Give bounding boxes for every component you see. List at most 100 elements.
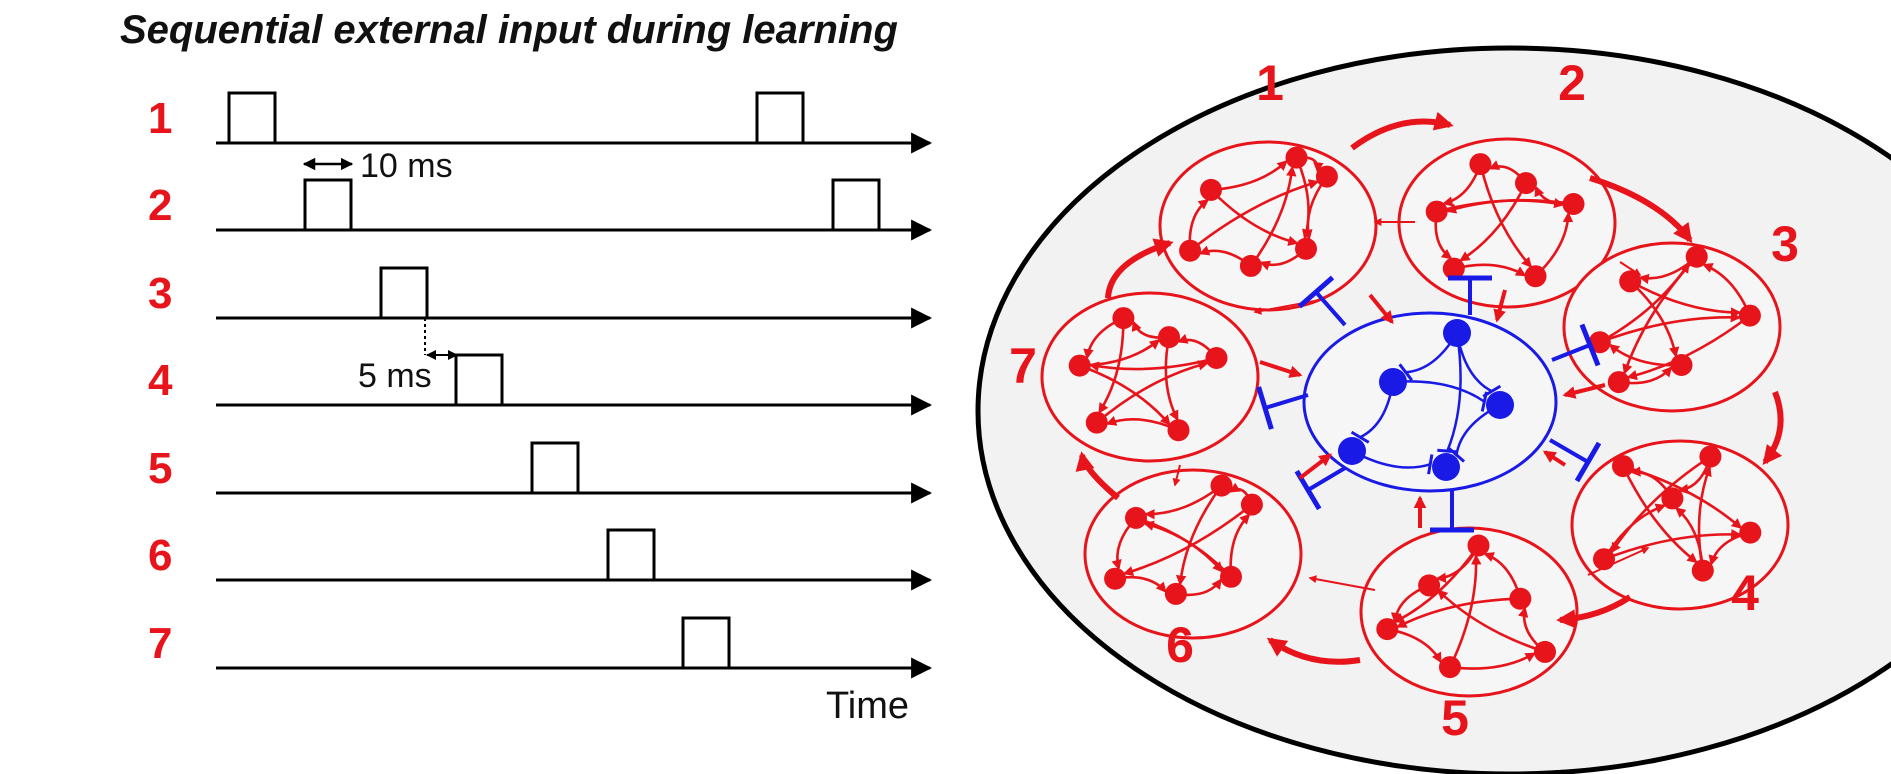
network-content: 1 2 3 4 5 6 7 xyxy=(1009,55,1799,746)
excitatory-synapse xyxy=(1448,554,1482,668)
cluster-boundary xyxy=(1040,291,1260,463)
excitatory-neuron xyxy=(1439,656,1461,679)
excitatory-neuron xyxy=(1158,326,1180,349)
row-label: 1 xyxy=(148,94,172,143)
excitatory-to-inhibitory-arrow xyxy=(1562,383,1606,399)
excitatory-neuron xyxy=(1125,506,1147,529)
excitatory-synapse xyxy=(1143,520,1232,578)
row-label: 7 xyxy=(148,619,172,668)
sequential-connection-arrow xyxy=(1556,594,1632,629)
excitatory-synapse xyxy=(1626,314,1751,381)
excitatory-neuron xyxy=(1469,153,1492,176)
row-label: 5 xyxy=(148,444,172,493)
excitatory-neuron xyxy=(1179,239,1202,262)
excitatory-neuron xyxy=(1685,245,1708,268)
excitatory-neuron xyxy=(1509,587,1532,610)
excitatory-neuron xyxy=(1085,411,1108,434)
weak-connection-arrow xyxy=(1308,575,1376,591)
excitatory-neuron xyxy=(1619,270,1642,293)
excitatory-neuron xyxy=(1607,371,1630,394)
excitatory-neuron xyxy=(1295,237,1317,260)
cluster-label: 6 xyxy=(1166,617,1194,673)
timeline-row: 6 xyxy=(148,528,933,591)
sequential-connection-arrow xyxy=(1105,238,1174,299)
excitatory-cluster: 3 xyxy=(1562,216,1799,413)
excitatory-neuron xyxy=(1425,200,1448,223)
input-pulse xyxy=(454,353,504,405)
row-label: 4 xyxy=(148,356,173,405)
timeline-row: 5 xyxy=(148,441,933,504)
cluster-boundary xyxy=(1562,241,1782,413)
timeline-row: 7 xyxy=(148,616,933,679)
excitatory-synapse xyxy=(1603,529,1742,561)
cluster-label: 1 xyxy=(1256,55,1284,111)
excitatory-synapse xyxy=(1095,360,1209,424)
excitatory-neuron xyxy=(1167,419,1190,442)
excitatory-synapse xyxy=(1437,589,1546,654)
excitatory-neuron xyxy=(1691,559,1714,582)
excitatory-neuron xyxy=(1239,254,1262,277)
input-pulse xyxy=(227,91,277,143)
excitatory-synapse xyxy=(1610,455,1712,554)
sequential-connection-arrow xyxy=(1350,111,1454,151)
timeline-rows: 1 2 3 4 5 6 7 xyxy=(148,91,933,679)
excitatory-neuron xyxy=(1068,354,1091,377)
weak-connection-arrow xyxy=(1253,299,1321,315)
excitatory-to-inhibitory-arrow xyxy=(1298,453,1333,480)
excitatory-cluster: 1 xyxy=(1158,55,1378,312)
network-panel: 1 2 3 4 5 6 7 xyxy=(975,45,1891,774)
excitatory-neuron xyxy=(1376,618,1399,641)
timeline-row: 3 xyxy=(148,266,933,329)
input-pulse xyxy=(831,178,881,230)
input-pulse xyxy=(379,266,429,318)
row-label: 2 xyxy=(148,181,172,230)
excitatory-cluster: 6 xyxy=(1083,468,1303,673)
pulse-width-annotation: 10 ms xyxy=(302,147,453,185)
excitatory-synapse xyxy=(1175,484,1223,586)
cluster-label: 2 xyxy=(1558,55,1586,111)
weak-connection-arrow xyxy=(1172,464,1181,487)
cluster-boundary xyxy=(1570,439,1790,611)
inhibitory-pool-boundary xyxy=(1302,311,1558,493)
excitatory-neuron xyxy=(1418,574,1441,597)
excitatory-neuron xyxy=(1205,347,1228,369)
excitatory-neuron xyxy=(1738,304,1761,327)
excitatory-synapse xyxy=(1249,165,1297,267)
excitatory-neuron xyxy=(1699,445,1722,468)
excitatory-synapse xyxy=(1088,356,1217,372)
excitatory-synapse xyxy=(1622,255,1698,375)
excitatory-neuron xyxy=(1104,567,1127,590)
excitatory-neuron xyxy=(1220,565,1242,588)
cluster-label: 5 xyxy=(1441,690,1469,746)
excitatory-neuron xyxy=(1612,455,1634,478)
excitatory-neuron xyxy=(1285,146,1308,169)
input-pulse xyxy=(681,616,731,668)
pulse-width-label: 10 ms xyxy=(360,147,453,185)
inhibitory-neuron xyxy=(1443,319,1471,347)
excitatory-to-inhibitory-arrow xyxy=(1542,450,1567,467)
excitatory-synapse xyxy=(1210,188,1299,246)
inhibitory-neuron xyxy=(1432,453,1460,481)
excitatory-neuron xyxy=(1240,493,1263,516)
excitatory-neuron xyxy=(1315,165,1338,188)
input-pulse xyxy=(755,91,805,143)
inhibitory-projection xyxy=(1448,275,1492,315)
excitatory-cluster: 4 xyxy=(1570,439,1790,621)
excitatory-neuron xyxy=(1534,640,1556,663)
excitatory-synapse xyxy=(1599,312,1742,344)
sequential-connection-arrow xyxy=(1762,390,1784,466)
excitatory-neuron xyxy=(1739,521,1762,544)
excitatory-neuron xyxy=(1515,172,1537,195)
excitatory-neuron xyxy=(1112,307,1135,330)
inhibitory-projection xyxy=(1551,323,1601,367)
excitatory-neuron xyxy=(1164,582,1187,605)
excitatory-to-inhibitory-arrow xyxy=(1259,360,1303,378)
timeline-row: 4 xyxy=(148,353,933,416)
cluster-label: 3 xyxy=(1771,216,1799,272)
excitatory-synapse xyxy=(1629,280,1742,318)
row-label: 3 xyxy=(148,269,172,318)
inhibitory-neuron xyxy=(1486,391,1514,419)
cluster-label: 4 xyxy=(1731,565,1759,621)
inhibitory-neuron xyxy=(1379,368,1407,396)
